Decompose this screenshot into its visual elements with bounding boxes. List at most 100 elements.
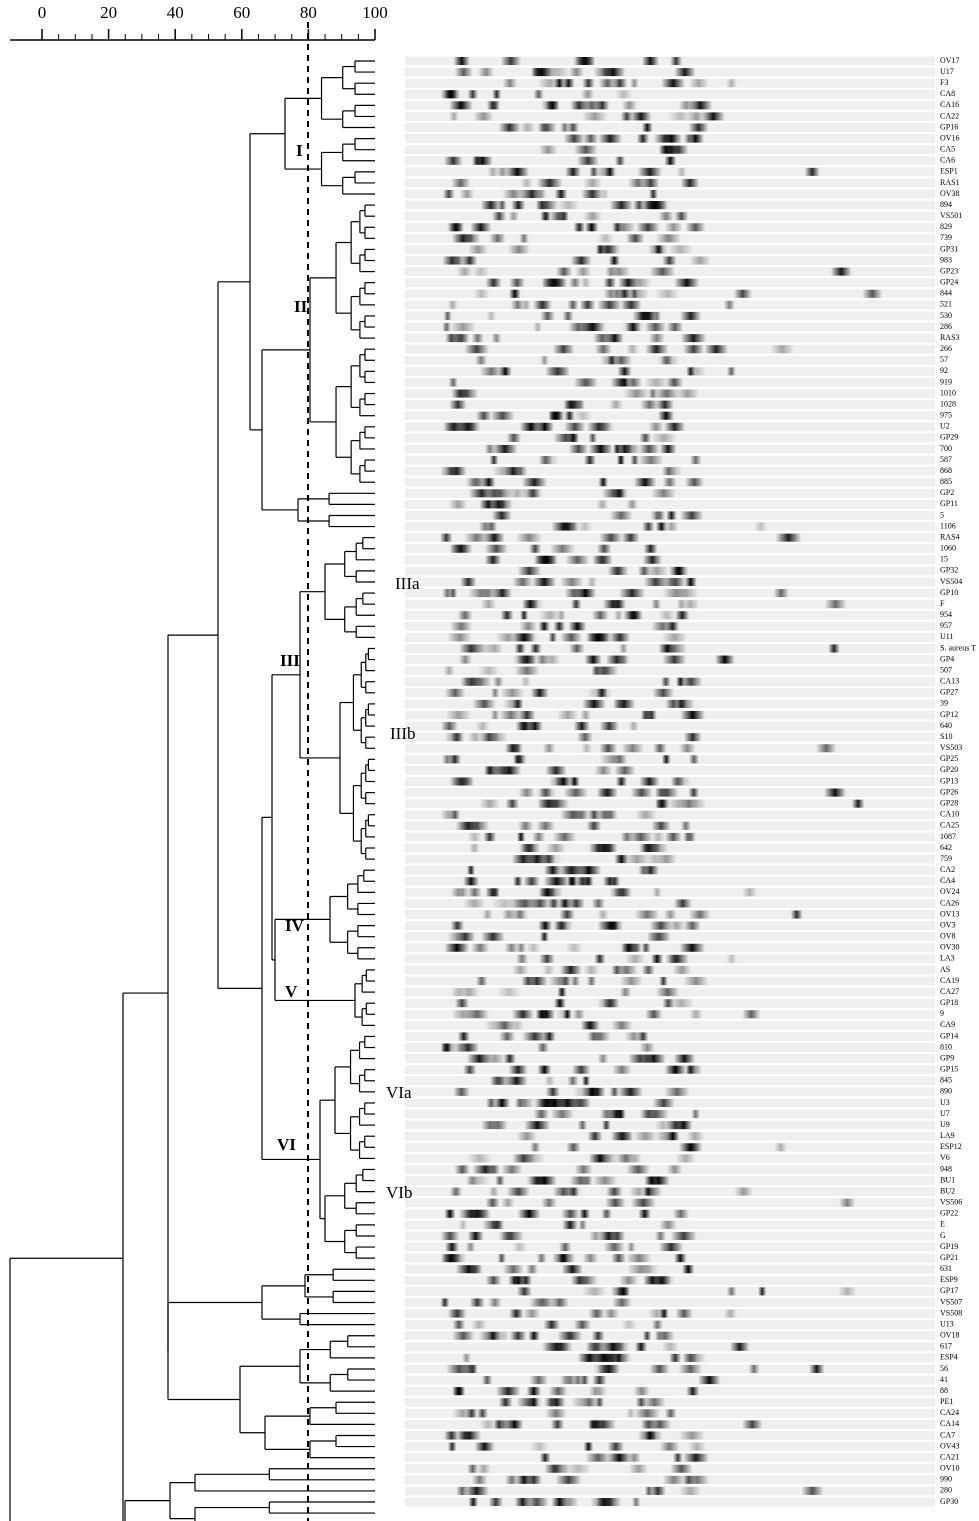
lane-label: 88 xyxy=(940,1386,948,1395)
band xyxy=(621,1320,637,1329)
band xyxy=(564,589,584,598)
band xyxy=(609,511,633,520)
band xyxy=(664,1409,677,1418)
band xyxy=(466,1054,492,1063)
band xyxy=(472,699,496,708)
band xyxy=(648,1420,672,1429)
lane-strip xyxy=(405,1020,935,1030)
lane-strip xyxy=(405,943,935,953)
band xyxy=(676,677,685,686)
band xyxy=(538,888,556,897)
lane-strip xyxy=(405,1397,935,1407)
band xyxy=(471,334,484,343)
band xyxy=(484,1331,502,1340)
band xyxy=(495,1387,521,1396)
band xyxy=(451,1010,476,1019)
band xyxy=(557,710,579,719)
band xyxy=(467,1464,479,1473)
lane-label: 280 xyxy=(940,1486,952,1495)
band xyxy=(683,977,709,986)
band xyxy=(564,411,575,420)
band xyxy=(467,888,482,897)
band xyxy=(674,68,696,77)
band xyxy=(521,300,531,309)
band xyxy=(509,1021,525,1030)
band xyxy=(824,600,847,609)
band xyxy=(641,57,660,65)
band xyxy=(538,611,561,620)
band xyxy=(664,1087,690,1096)
band xyxy=(655,1132,677,1141)
band xyxy=(498,123,521,132)
band xyxy=(574,1165,593,1174)
band xyxy=(678,1364,703,1373)
band xyxy=(549,777,568,786)
band xyxy=(586,821,602,830)
band xyxy=(449,400,467,409)
lane-label: 890 xyxy=(940,1087,952,1096)
band xyxy=(674,212,689,221)
band xyxy=(484,444,496,453)
lane-strip xyxy=(405,56,935,66)
lane-label: CA13 xyxy=(940,677,959,686)
lane-label: 868 xyxy=(940,466,952,475)
lane-label: BU2 xyxy=(940,1186,955,1195)
band xyxy=(597,300,622,309)
band xyxy=(511,201,526,210)
band xyxy=(638,1431,648,1440)
band xyxy=(522,600,539,609)
band xyxy=(542,1032,556,1041)
band xyxy=(673,1453,683,1462)
band xyxy=(642,178,660,187)
band xyxy=(624,378,643,387)
band xyxy=(643,544,658,553)
band xyxy=(830,267,852,276)
band xyxy=(654,245,663,254)
lane-strip xyxy=(405,555,935,565)
gel-lanes xyxy=(405,56,935,1507)
lane-label: VS504 xyxy=(940,577,962,586)
band xyxy=(528,1331,540,1340)
band xyxy=(623,389,650,398)
band xyxy=(591,1331,605,1340)
band xyxy=(654,1331,664,1340)
band xyxy=(621,1353,632,1362)
band xyxy=(481,932,505,941)
band xyxy=(537,799,560,808)
band xyxy=(491,511,512,520)
band xyxy=(632,201,646,210)
band xyxy=(507,899,534,908)
band xyxy=(593,334,611,343)
band xyxy=(580,1398,599,1407)
band xyxy=(500,611,514,620)
lane-label: 829 xyxy=(940,222,952,231)
lane-strip xyxy=(405,455,935,465)
band xyxy=(482,910,493,919)
band xyxy=(617,444,632,453)
band xyxy=(508,212,519,221)
band xyxy=(539,954,555,963)
lane-label: 15 xyxy=(940,555,948,564)
band xyxy=(839,1198,856,1207)
band xyxy=(611,965,622,974)
band xyxy=(595,844,614,853)
band xyxy=(524,855,550,864)
band xyxy=(600,755,625,764)
band xyxy=(652,1098,675,1107)
lane-label: GP14 xyxy=(940,1031,958,1040)
band xyxy=(598,134,623,143)
band xyxy=(603,289,619,298)
band xyxy=(516,1475,532,1484)
band xyxy=(463,877,479,886)
lane-label: 57 xyxy=(940,355,948,364)
lane-strip xyxy=(405,898,935,908)
lane-label: F xyxy=(940,599,945,608)
lane-label: VS508 xyxy=(940,1308,962,1317)
band xyxy=(565,555,590,564)
band xyxy=(535,1010,549,1019)
band xyxy=(610,1287,631,1296)
band xyxy=(662,655,687,664)
band xyxy=(543,877,570,886)
band xyxy=(597,910,609,919)
band xyxy=(642,522,655,531)
